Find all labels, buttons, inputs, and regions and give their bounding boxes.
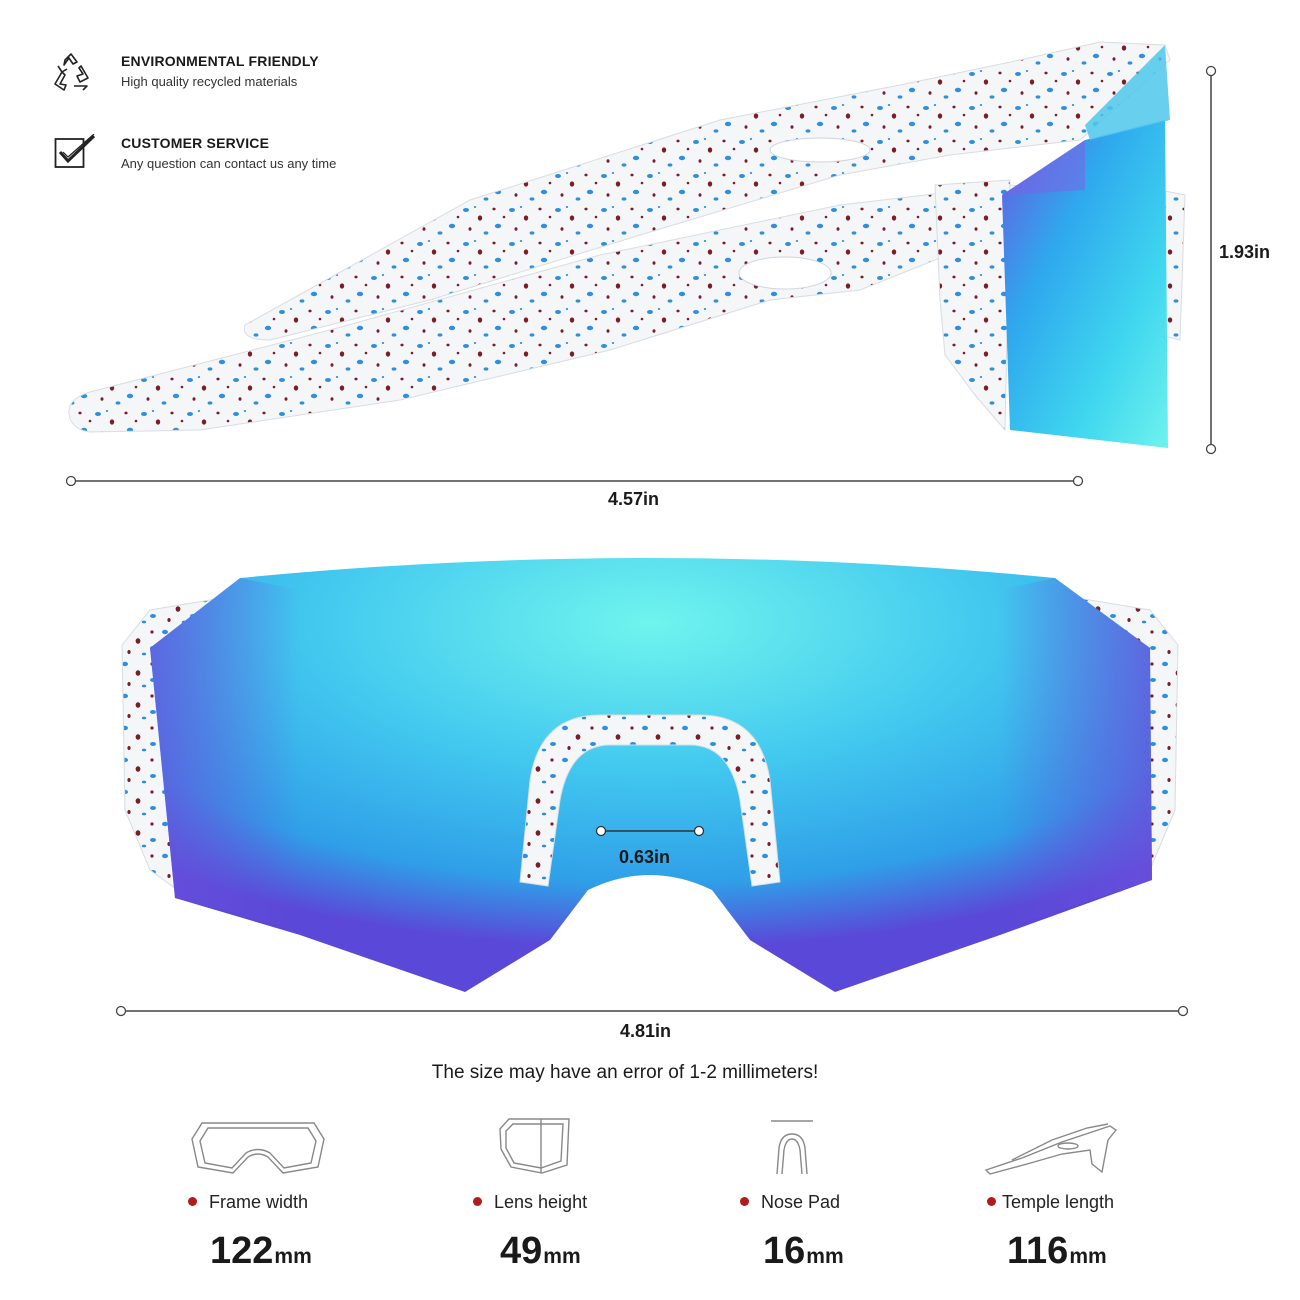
spec-temple-length-number: 116 <box>1007 1230 1069 1272</box>
feature-eco-subtitle: High quality recycled materials <box>121 74 298 89</box>
spec-temple-length-text: Temple length <box>1002 1192 1115 1212</box>
sunglasses-side-view <box>68 41 1186 448</box>
side-height-label: 1.93in <box>1219 242 1271 262</box>
bullet-dot-icon <box>188 1197 197 1206</box>
spec-frame-width-unit: mm <box>274 1245 312 1268</box>
frame-outline-icon <box>191 1122 325 1174</box>
spec-lens-height-unit: mm <box>543 1245 581 1268</box>
side-length-line <box>65 475 1084 487</box>
feature-service: CUSTOMER SERVICE Any question can contac… <box>48 130 408 180</box>
spec-frame-width-text: Frame width <box>209 1192 309 1212</box>
spec-frame-width-label: Frame width <box>188 1192 308 1213</box>
feature-eco-title: ENVIRONMENTAL FRIENDLY <box>121 53 319 69</box>
bullet-dot-icon <box>987 1197 996 1206</box>
spec-nose-pad-text: Nose Pad <box>761 1192 841 1212</box>
spec-temple-length-value: 116mm <box>1007 1230 1107 1273</box>
feature-service-title: CUSTOMER SERVICE <box>121 135 270 151</box>
side-height-line <box>1205 65 1217 455</box>
checkmark-box-icon <box>54 134 96 168</box>
spec-lens-height-label: Lens height <box>473 1192 587 1213</box>
front-width-label: 4.81in <box>620 1021 672 1041</box>
spec-lens-height-number: 49 <box>500 1230 543 1272</box>
spec-nose-pad-number: 16 <box>763 1230 806 1272</box>
nose-width-line <box>595 825 705 837</box>
feature-eco: ENVIRONMENTAL FRIENDLY High quality recy… <box>48 48 408 98</box>
nose-width-label: 0.63in <box>619 847 671 867</box>
size-error-note: The size may have an error of 1-2 millim… <box>431 1062 819 1083</box>
spec-temple-length-unit: mm <box>1069 1245 1107 1268</box>
front-width-line <box>115 1005 1189 1017</box>
feature-service-subtitle: Any question can contact us any time <box>121 156 337 171</box>
spec-lens-height-text: Lens height <box>494 1192 588 1212</box>
sunglasses-front-view <box>121 558 1179 992</box>
bullet-dot-icon <box>473 1197 482 1206</box>
spec-frame-width-value: 122mm <box>210 1230 312 1273</box>
spec-temple-length-label: Temple length <box>987 1192 1114 1213</box>
temple-outline-icon <box>984 1123 1118 1175</box>
nose-pad-outline-icon <box>771 1120 813 1175</box>
spec-lens-height-value: 49mm <box>500 1230 581 1273</box>
spec-nose-pad-label: Nose Pad <box>740 1192 840 1213</box>
bullet-dot-icon <box>740 1197 749 1206</box>
spec-frame-width-number: 122 <box>210 1230 274 1272</box>
feature-list: ENVIRONMENTAL FRIENDLY High quality recy… <box>48 48 408 178</box>
spec-nose-pad-value: 16mm <box>763 1230 844 1273</box>
side-length-label: 4.57in <box>608 489 660 509</box>
lens-outline-icon <box>499 1118 570 1174</box>
recycle-icon <box>54 53 89 91</box>
spec-nose-pad-unit: mm <box>806 1245 844 1268</box>
